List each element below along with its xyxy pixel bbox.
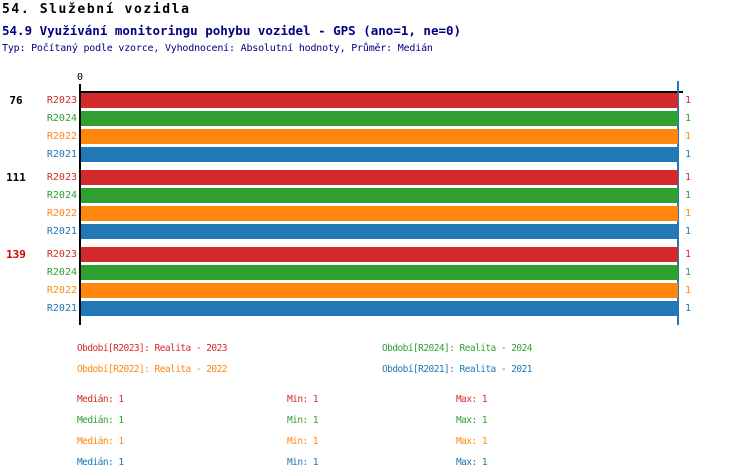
row-label-76-R2024: R2024 <box>46 113 77 124</box>
row-label-111-R2024: R2024 <box>46 190 77 201</box>
row-label-139-R2023: R2023 <box>46 249 77 260</box>
row-label-111-R2023: R2023 <box>46 172 77 183</box>
bar-76-R2023 <box>81 93 678 108</box>
value-label-139-R2024: 1 <box>685 267 692 278</box>
chart-subtitle: Typ: Počítaný podle vzorce, Vyhodnocení:… <box>2 43 433 54</box>
bar-111-R2024 <box>81 188 678 203</box>
x-axis-tick-zero: 0 <box>76 72 84 83</box>
value-label-139-R2022: 1 <box>685 285 692 296</box>
legend-item-R2023: Období[R2023]: Realita - 2023 <box>77 343 227 354</box>
report-title: 54. Služební vozidla <box>2 2 191 17</box>
row-label-139-R2021: R2021 <box>46 303 77 314</box>
row-label-111-R2021: R2021 <box>46 226 77 237</box>
stat-median-R2024: Medián: 1 <box>77 415 124 426</box>
group-label-139: 139 <box>6 248 26 261</box>
row-label-139-R2024: R2024 <box>46 267 77 278</box>
group-label-111: 111 <box>6 171 26 184</box>
stat-median-R2022: Medián: 1 <box>77 436 124 447</box>
value-label-76-R2023: 1 <box>685 95 692 106</box>
median-marker-line <box>677 81 679 325</box>
stat-max-R2024: Max: 1 <box>456 415 488 426</box>
value-label-111-R2021: 1 <box>685 226 692 237</box>
stat-min-R2023: Min: 1 <box>287 394 319 405</box>
y-axis-line <box>79 84 81 325</box>
value-label-76-R2024: 1 <box>685 113 692 124</box>
bar-76-R2024 <box>81 111 678 126</box>
legend-item-R2024: Období[R2024]: Realita - 2024 <box>382 343 532 354</box>
row-label-76-R2021: R2021 <box>46 149 77 160</box>
bar-76-R2021 <box>81 147 678 162</box>
bar-139-R2022 <box>81 283 678 298</box>
value-label-111-R2023: 1 <box>685 172 692 183</box>
bar-139-R2021 <box>81 301 678 316</box>
bar-111-R2022 <box>81 206 678 221</box>
stat-min-R2021: Min: 1 <box>287 457 319 468</box>
row-label-76-R2022: R2022 <box>46 131 77 142</box>
value-label-111-R2024: 1 <box>685 190 692 201</box>
stat-max-R2023: Max: 1 <box>456 394 488 405</box>
value-label-111-R2022: 1 <box>685 208 692 219</box>
legend-item-R2021: Období[R2021]: Realita - 2021 <box>382 364 532 375</box>
row-label-139-R2022: R2022 <box>46 285 77 296</box>
value-label-76-R2022: 1 <box>685 131 692 142</box>
value-label-139-R2023: 1 <box>685 249 692 260</box>
stat-min-R2024: Min: 1 <box>287 415 319 426</box>
bar-76-R2022 <box>81 129 678 144</box>
bar-111-R2021 <box>81 224 678 239</box>
stat-min-R2022: Min: 1 <box>287 436 319 447</box>
legend-item-R2022: Období[R2022]: Realita - 2022 <box>77 364 227 375</box>
stat-max-R2021: Max: 1 <box>456 457 488 468</box>
row-label-76-R2023: R2023 <box>46 95 77 106</box>
bar-139-R2024 <box>81 265 678 280</box>
chart-title: 54.9 Využívání monitoringu pohybu vozide… <box>2 23 462 38</box>
stat-median-R2021: Medián: 1 <box>77 457 124 468</box>
bar-139-R2023 <box>81 247 678 262</box>
bar-111-R2023 <box>81 170 678 185</box>
row-label-111-R2022: R2022 <box>46 208 77 219</box>
group-label-76: 76 <box>9 94 23 107</box>
x-axis-line <box>79 91 683 93</box>
stat-max-R2022: Max: 1 <box>456 436 488 447</box>
stat-median-R2023: Medián: 1 <box>77 394 124 405</box>
value-label-76-R2021: 1 <box>685 149 692 160</box>
value-label-139-R2021: 1 <box>685 303 692 314</box>
